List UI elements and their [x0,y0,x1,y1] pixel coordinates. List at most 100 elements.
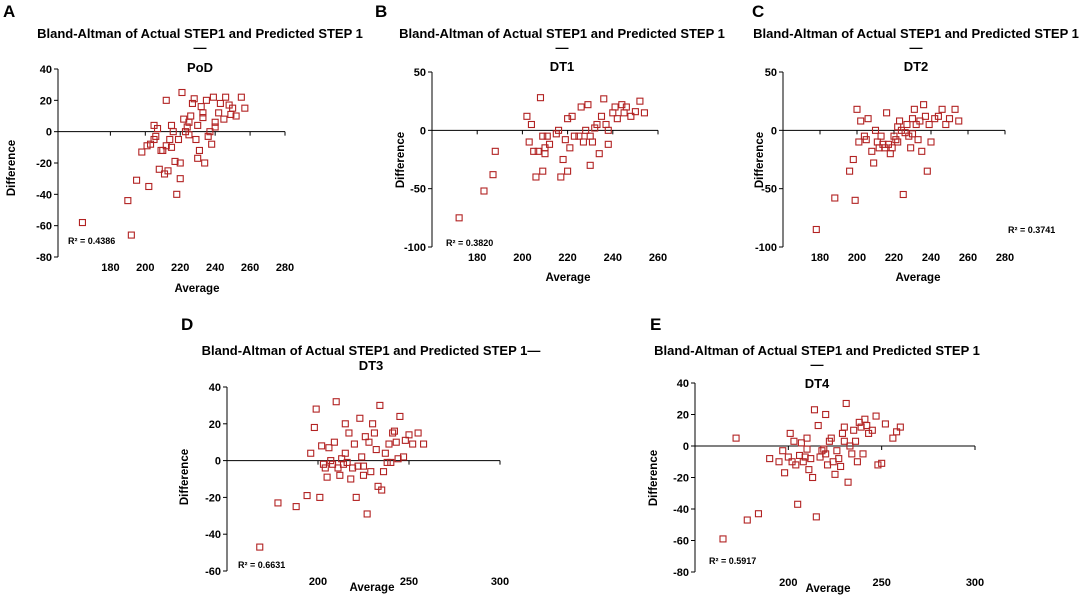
panel-e-data-point [872,412,880,420]
panel-e-xtick-label: 200 [779,577,797,589]
panel-a-data-point [199,109,207,117]
panel-c-subtitle: DT2 [904,59,929,74]
panel-e-r2: R² = 0.5917 [709,556,756,566]
panel-b-data-point [527,120,535,129]
panel-letter-b: B [375,2,387,21]
panel-b-data-point [555,126,563,134]
panel-e-ytick-label: -40 [673,504,689,516]
panel-e-data-point [807,455,815,463]
panel-a-data-point [211,123,219,131]
panel-a-data-point [162,96,170,104]
panel-b-data-point [602,120,610,129]
panel-b-data-point [584,101,592,109]
panel-c-data-point [905,132,913,140]
panel-e-data-point [846,442,854,450]
panel-e-data-point [851,437,860,445]
panel-e-data-point [820,445,828,453]
panel-e-data-point [842,399,850,408]
panel-a-data-point [201,159,209,167]
panel-c-data-point [849,155,857,164]
panel-a-data-point [208,140,216,148]
panel-a-data-point [176,175,184,183]
panel-a-data-point [124,197,132,205]
panel-d-data-point [332,398,340,406]
panel-e-data-point [743,516,751,524]
panel-b: B Bland-Altman of Actual STEP1 and Predi… [375,2,725,284]
panel-d-data-point [292,503,300,511]
panel-c-xtick-label: 220 [885,252,903,264]
panel-a-data-point [138,148,146,156]
panel-d-data-point [379,468,388,476]
panel-b-data-point [613,115,621,123]
panel-c-data-point [894,123,902,131]
panel-e-data-point [840,437,848,445]
panel-b-data-point [541,150,549,158]
panel-b-data-point [489,171,497,179]
panel-a-r2: R² = 0.4386 [68,236,115,246]
panel-a-data-point [241,104,249,112]
panel-e-title-dash: — [811,357,824,372]
panel-c-title-dash: — [910,40,923,55]
panel-e-data-point [853,458,861,466]
panel-d-data-point [303,492,311,500]
panel-a-xlabel: Average [175,283,220,295]
panel-c-xtick-label: 280 [996,252,1014,264]
panel-e-data-point [809,473,817,482]
panel-e-xlabel: Average [806,583,851,595]
panel-a-data-point [153,124,162,133]
panel-e-ytick-label: 40 [677,378,689,390]
panel-c-data-point [942,120,950,129]
panel-b-xtick-label: 260 [649,252,667,264]
panel-c-data-point [920,101,928,109]
panel-e-data-point [896,423,904,431]
panel-e-data-point [840,423,848,431]
panel-b-ytick-label: -100 [404,242,426,254]
panel-b-data-point [530,147,538,155]
panel-a-data-point [78,218,86,227]
panel-d-data-point [381,449,389,457]
panel-e-data-point [831,470,839,478]
panel-e-data-point [838,429,847,437]
panel-c-data-point [877,132,885,140]
panel-e-xtick-label: 250 [872,577,890,589]
panel-b-data-point [595,150,603,158]
panel-a-data-point [215,109,223,117]
panel-c-data-point [925,120,933,129]
panel-a-xtick-label: 180 [101,262,119,274]
panel-b-data-point [543,132,551,140]
panel-a-data-point [232,112,240,120]
panel-b-title: Bland-Altman of Actual STEP1 and Predict… [399,26,725,41]
panel-e-data-point [822,450,830,458]
panel-d-data-point [356,414,364,422]
panel-e-data-point [797,439,805,447]
panel-b-data-point [570,132,578,140]
panel-a-data-point [194,154,202,162]
panel-c-data-point [895,117,904,125]
panel-b-data-point [557,173,565,181]
panel-b-data-point [586,161,594,169]
panel-b-data-point [579,138,587,146]
panel-b-data-point [611,103,619,111]
panel-d-data-point [389,429,397,437]
panel-e-data-point [868,426,876,434]
panel-c-data-point [934,112,942,120]
panel-d-data-point [312,405,320,413]
panel-c-data-point [916,117,924,125]
panel-d-ytick-label: 20 [209,419,221,431]
panel-a-ytick-label: -60 [36,221,52,233]
panel-e-data-point [779,447,787,455]
panel-a-xtick-label: 240 [206,262,224,274]
panel-c-ytick-label: 50 [765,67,777,79]
panel-d-data-point [399,453,408,461]
panel-e-title: Bland-Altman of Actual STEP1 and Predict… [654,343,980,358]
panel-a-data-point [183,123,191,131]
panel-e-data-point [893,428,901,436]
panel-b-data-point [636,97,644,105]
panel-d-data-point [274,499,282,507]
panel-b-ytick-label: -50 [410,184,426,196]
panel-d-data-point [336,471,344,479]
panel-b-xtick-label: 220 [558,252,576,264]
panel-c-data-point [908,115,917,123]
panel-a-data-point [188,99,197,108]
